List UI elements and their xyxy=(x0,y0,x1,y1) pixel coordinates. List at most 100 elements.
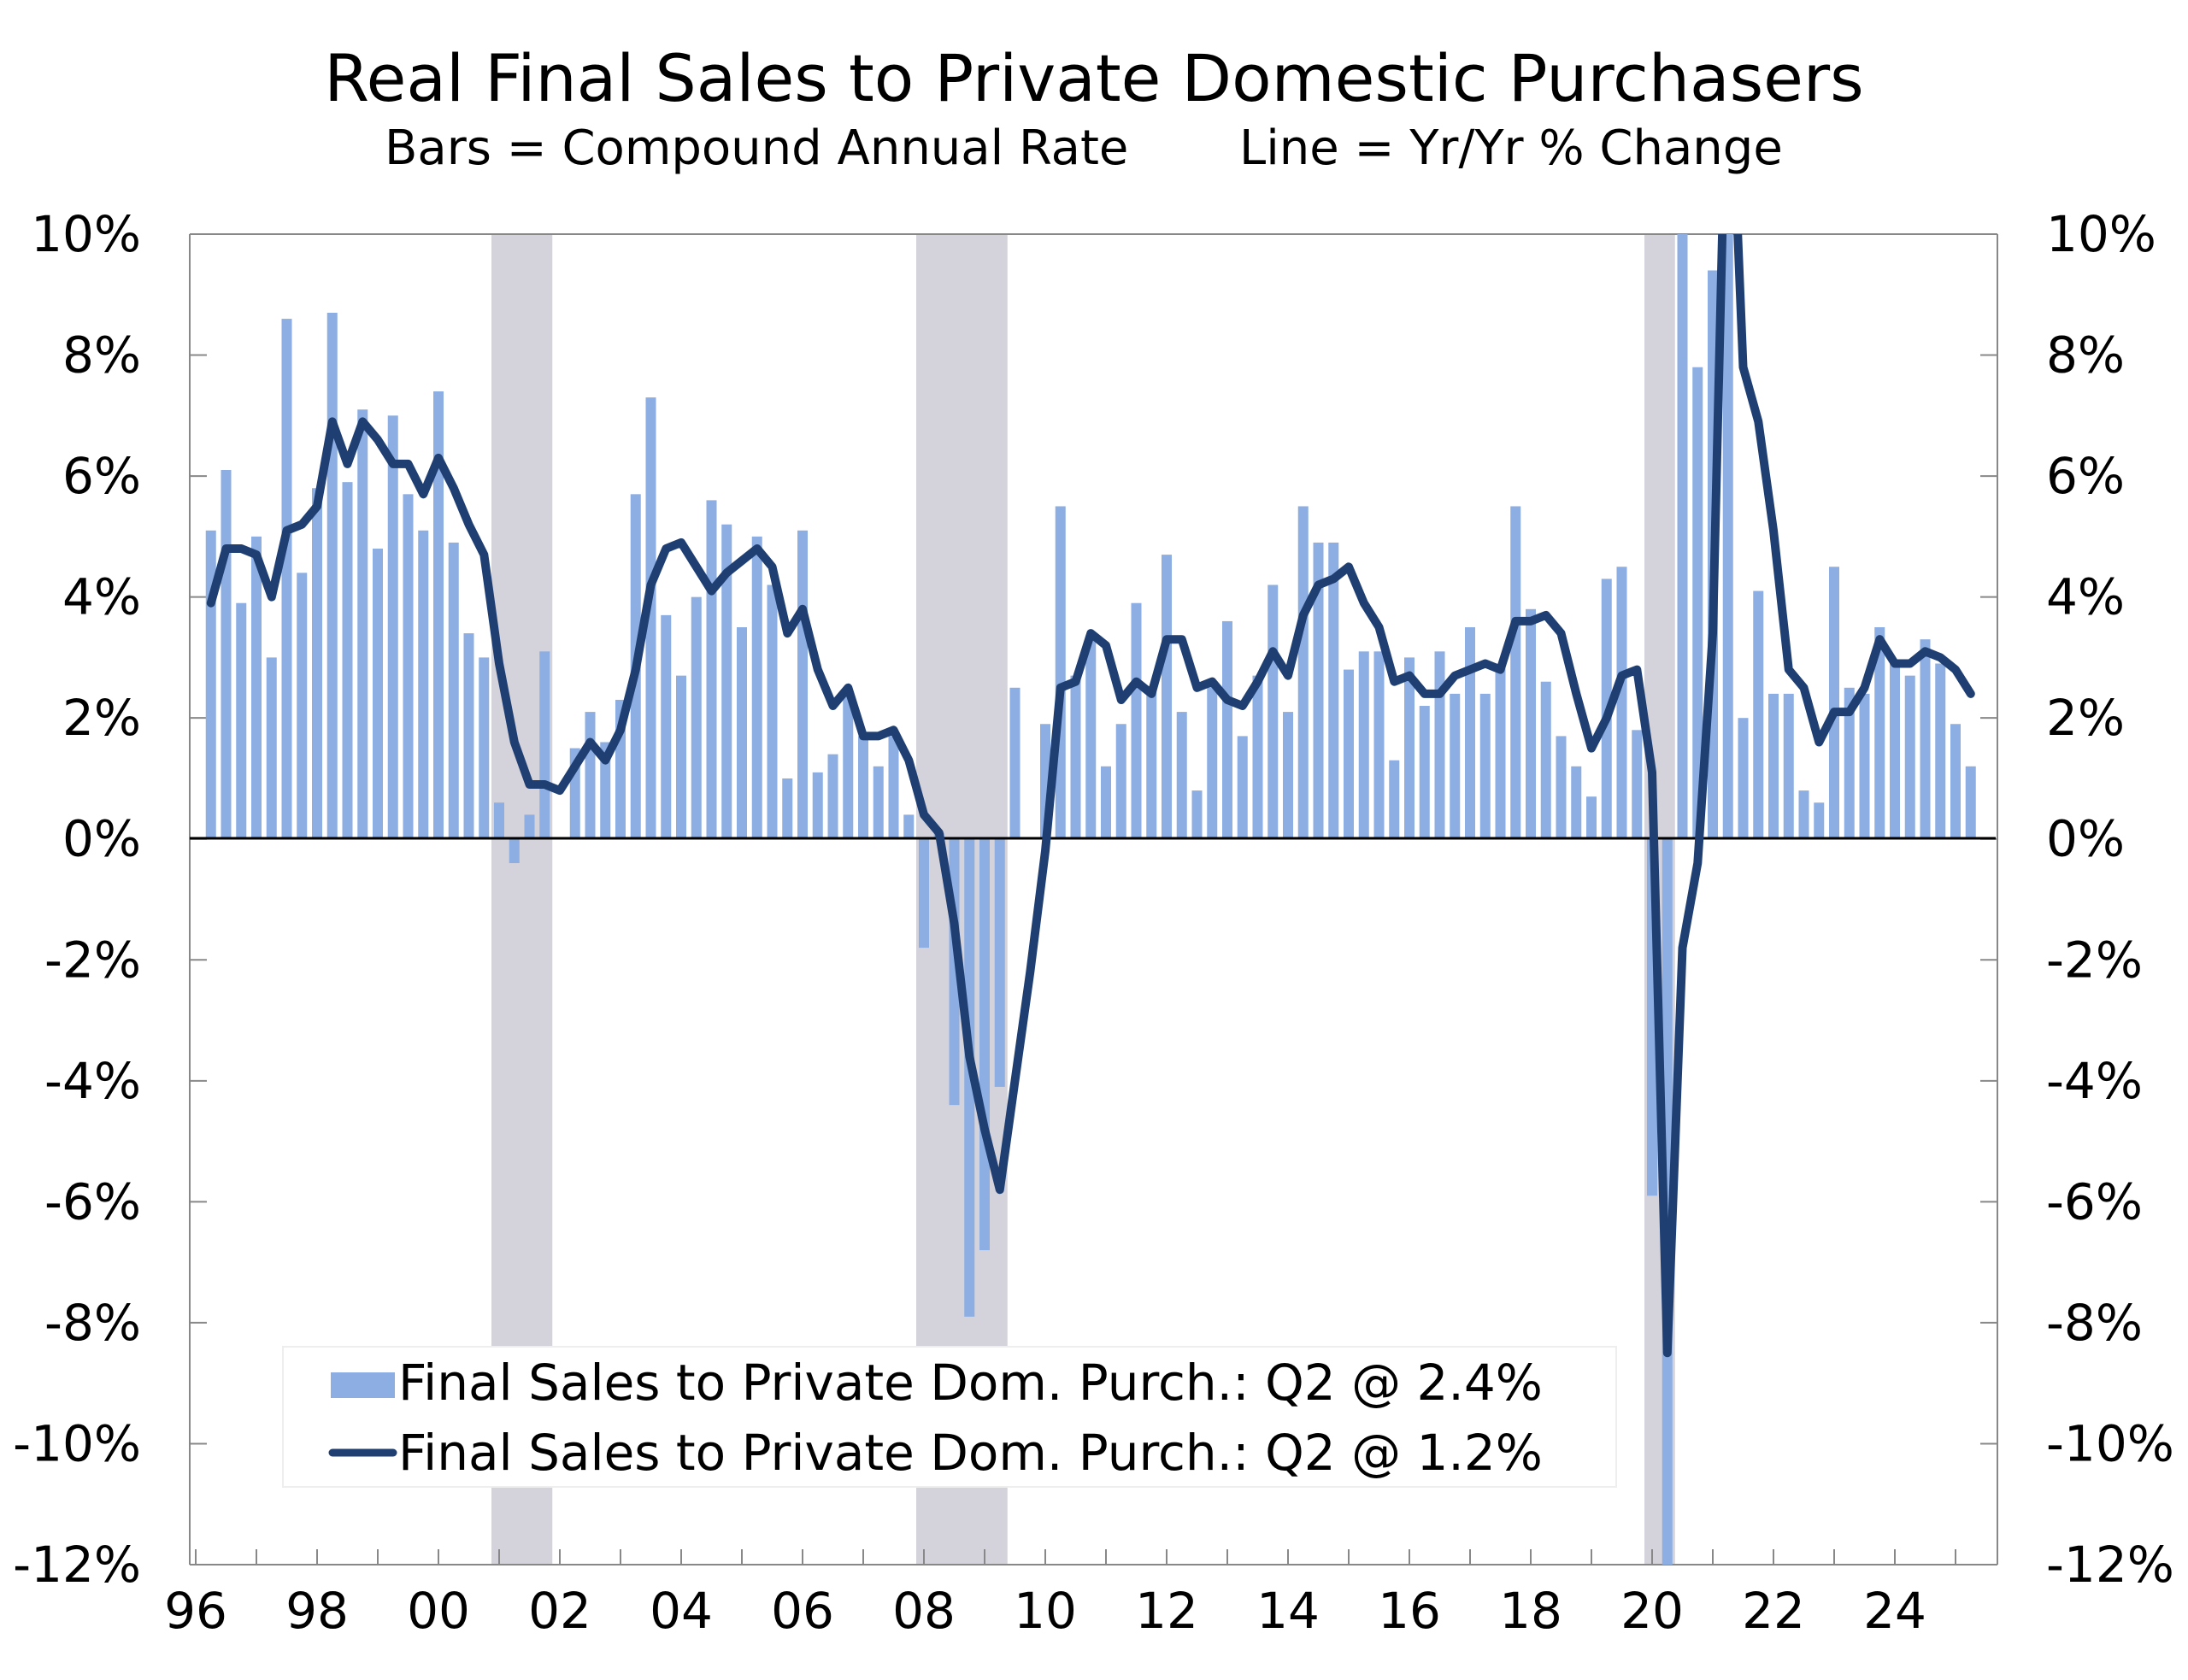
bar xyxy=(1479,693,1491,839)
y-tick-label-right: 6% xyxy=(2046,447,2125,505)
bar xyxy=(1465,627,1475,839)
bar xyxy=(797,530,808,839)
bar xyxy=(1798,790,1809,839)
x-tick-label: 10 xyxy=(1014,1582,1077,1640)
y-tick-label-left: 2% xyxy=(62,689,141,747)
bar xyxy=(1540,681,1551,839)
bar xyxy=(509,838,520,864)
y-tick-label-right: -10% xyxy=(2046,1414,2174,1472)
bar xyxy=(448,542,459,839)
bar xyxy=(221,470,232,839)
bar xyxy=(326,313,338,839)
x-tick-label: 18 xyxy=(1499,1582,1562,1640)
bar xyxy=(676,675,686,839)
bar xyxy=(1510,506,1521,839)
line-series xyxy=(206,234,1975,1358)
bar xyxy=(661,614,672,839)
bar xyxy=(1252,675,1263,839)
bar xyxy=(1495,663,1506,839)
bar xyxy=(1920,639,1931,839)
chart-subtitle-line: Line = Yr/Yr % Change xyxy=(1239,120,1783,176)
bar xyxy=(1722,234,1733,839)
bar xyxy=(888,736,899,839)
bar xyxy=(1450,693,1461,839)
y-tick-label-left: -4% xyxy=(44,1052,141,1110)
y-tick-label-left: 4% xyxy=(62,568,141,626)
bar xyxy=(737,627,747,839)
bar xyxy=(1677,234,1688,839)
bar xyxy=(1935,663,1946,839)
bar xyxy=(1526,608,1536,839)
bar xyxy=(1571,766,1582,839)
bar xyxy=(1859,693,1870,839)
bar xyxy=(205,530,216,839)
bar xyxy=(919,838,929,949)
y-tick-label-right: 0% xyxy=(2046,810,2125,868)
bar xyxy=(1115,724,1126,839)
x-tick-label: 16 xyxy=(1378,1582,1441,1640)
bar xyxy=(1297,506,1309,839)
bar xyxy=(524,814,535,839)
bar xyxy=(1268,584,1279,839)
bar xyxy=(1874,627,1885,839)
y-tick-label-left: 6% xyxy=(62,447,141,505)
bar xyxy=(1753,590,1764,839)
bar xyxy=(479,657,490,839)
y-tick-label-right: -8% xyxy=(2046,1294,2143,1352)
y-tick-label-right: 10% xyxy=(2046,205,2156,263)
y-tick-label-left: 10% xyxy=(31,205,141,263)
bar xyxy=(903,814,915,839)
bar xyxy=(858,736,868,839)
bar xyxy=(843,693,854,839)
y-tick-label-right: -2% xyxy=(2046,931,2143,989)
bar xyxy=(1434,651,1445,839)
bar xyxy=(1055,506,1066,839)
bar xyxy=(1419,706,1430,839)
y-tick-label-right: -4% xyxy=(2046,1052,2143,1110)
x-tick-label: 24 xyxy=(1863,1582,1926,1640)
bar xyxy=(281,319,292,839)
bar xyxy=(1890,663,1900,839)
bar xyxy=(342,482,353,839)
x-tick-label: 98 xyxy=(285,1582,349,1640)
x-tick-label: 06 xyxy=(771,1582,834,1640)
bar xyxy=(1783,693,1794,839)
legend-bar-swatch xyxy=(331,1372,395,1398)
bar xyxy=(1237,736,1248,839)
bar xyxy=(1222,620,1232,839)
bar xyxy=(297,573,308,839)
x-tick-label: 02 xyxy=(528,1582,591,1640)
bar xyxy=(236,602,247,839)
y-tick-label-right: 4% xyxy=(2046,568,2125,626)
bar xyxy=(1009,687,1020,839)
bar xyxy=(994,838,1005,1087)
recession-band xyxy=(916,234,1008,1565)
bar xyxy=(721,524,732,839)
bar xyxy=(312,488,322,839)
bar xyxy=(403,494,414,839)
bar xyxy=(494,802,504,839)
y-tick-label-right: 2% xyxy=(2046,689,2125,747)
bar xyxy=(1965,766,1976,839)
bar xyxy=(1101,766,1111,839)
bar xyxy=(645,397,656,839)
bar xyxy=(979,838,990,1250)
bar xyxy=(1070,675,1081,839)
bar xyxy=(767,584,778,839)
bar xyxy=(433,391,444,839)
y-tick-label-left: -12% xyxy=(13,1536,141,1594)
bar xyxy=(266,657,277,839)
bar xyxy=(1389,760,1400,839)
bar xyxy=(1556,736,1567,839)
bar xyxy=(1692,367,1703,839)
bar xyxy=(1632,730,1643,839)
bar xyxy=(1358,651,1369,839)
bar xyxy=(463,633,474,839)
y-tick-label-right: -12% xyxy=(2046,1536,2174,1594)
bar xyxy=(873,766,884,839)
x-tick-label: 96 xyxy=(164,1582,227,1640)
bar xyxy=(1768,693,1779,839)
legend-box xyxy=(282,1346,1617,1488)
bar xyxy=(1207,681,1218,839)
